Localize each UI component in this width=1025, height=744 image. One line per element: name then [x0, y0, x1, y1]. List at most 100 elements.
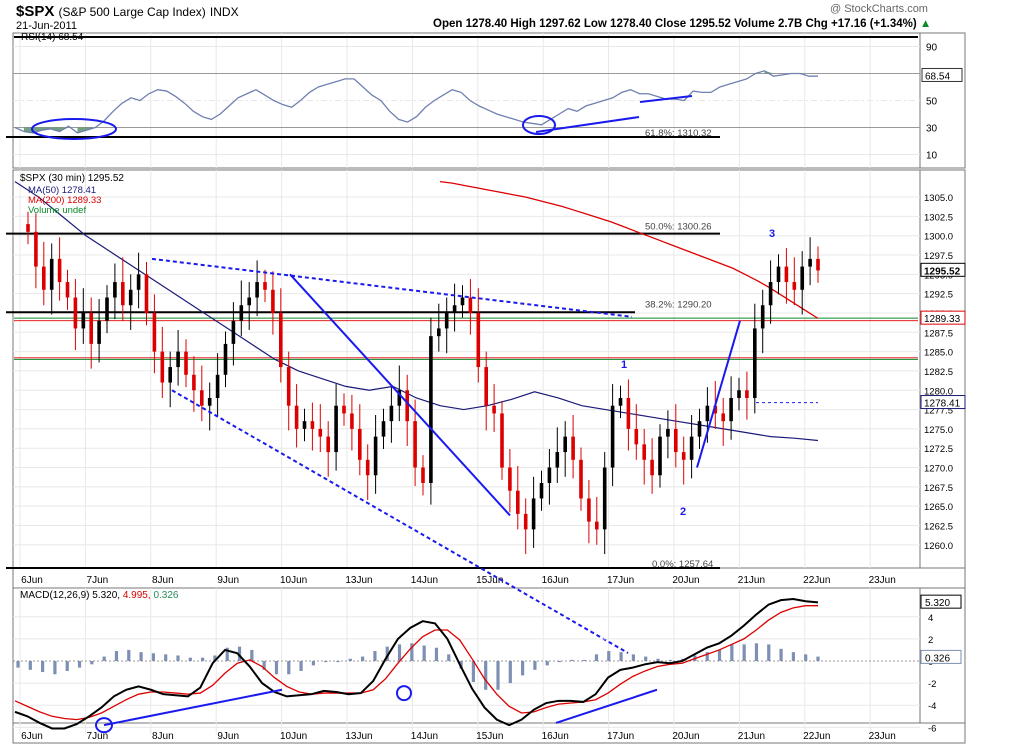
macd-hist-bar — [533, 661, 537, 670]
price-bar-body — [89, 312, 93, 344]
price-bar-body — [618, 397, 623, 406]
macd-hist-bar — [521, 661, 525, 676]
uptrend-line — [696, 320, 741, 468]
macd-hist-bar — [373, 651, 377, 661]
macd-hist-bar — [262, 661, 266, 670]
price-last-box — [920, 262, 966, 277]
price-bar-body — [516, 490, 520, 514]
macd-hist-bar — [65, 661, 69, 671]
macd-hist-bar — [705, 652, 709, 661]
price-bar-body — [144, 274, 149, 313]
macd-hist-bar — [767, 644, 771, 661]
price-bar-body — [121, 282, 125, 306]
x-tick-label: 23Jun — [869, 731, 896, 742]
wave-label-2: 2 — [680, 506, 686, 518]
macd-hist-bar — [213, 655, 217, 661]
price-bar-body — [231, 320, 236, 344]
x-tick-label: 13Jun — [345, 731, 372, 742]
price-tick-label: 1277.5 — [924, 406, 953, 417]
macd-hist-bar — [274, 661, 279, 675]
macd-divergence-line — [103, 688, 283, 727]
price-bar-body — [389, 405, 394, 422]
macd-hist-bar — [434, 647, 439, 661]
price-bar-body — [579, 459, 583, 499]
price-bar-body — [452, 305, 457, 313]
legend-ma200: MA(200) 1289.33 — [28, 195, 101, 206]
price-bar-body — [784, 266, 789, 283]
price-bar-body — [279, 312, 283, 368]
macd-hist-bar — [90, 661, 94, 665]
price-bar-body — [42, 266, 46, 290]
macd-last-value: 5.320 — [925, 598, 950, 609]
x-tick-label: 23Jun — [869, 575, 896, 586]
macd-hist-bar — [484, 661, 488, 690]
price-bar-body — [697, 421, 702, 437]
rsi-tick-label: 90 — [926, 43, 938, 54]
price-tick-label: 1300.0 — [924, 232, 953, 243]
rsi-divergence-circle — [522, 115, 556, 135]
price-bar-body — [539, 482, 544, 499]
macd-hist-bar — [77, 661, 82, 668]
macd-hist-bar — [619, 652, 623, 661]
macd-hist-bar — [127, 649, 131, 661]
price-last-value: 1278.41 — [924, 399, 961, 410]
price-last-value: 1295.52 — [924, 266, 961, 277]
macd-hist-bar — [717, 649, 722, 661]
price-bar-body — [768, 282, 773, 306]
macd-hist-bar — [176, 655, 180, 661]
macd-hist-bar — [582, 659, 586, 661]
macd-low-circle — [396, 685, 412, 702]
macd-hist-bar — [594, 654, 599, 661]
macd-hist-bar — [311, 661, 315, 666]
price-bar-body — [26, 224, 30, 232]
price-tick-label: 1262.5 — [924, 521, 953, 532]
price-tick-label: 1302.5 — [924, 212, 953, 223]
x-tick-label: 21Jun — [738, 731, 765, 742]
chart-date: 21-Jun-2011 — [16, 20, 77, 32]
quote-values: Open 1278.40 High 1297.62 Low 1278.40 Cl… — [433, 18, 917, 30]
rsi-last-box — [921, 67, 963, 82]
macd-hist-bar — [237, 646, 242, 661]
price-tick-label: 1292.5 — [924, 290, 953, 301]
price-bar-body — [745, 390, 749, 398]
price-bar-body — [286, 367, 291, 406]
price-bar-body — [192, 374, 196, 391]
x-tick-label: 13Jun — [345, 575, 372, 586]
price-bar-body — [674, 428, 678, 453]
macd-hist-bar — [656, 658, 660, 661]
price-bar-body — [705, 405, 710, 422]
price-bar-body — [476, 312, 481, 368]
price-bar-body — [49, 258, 54, 290]
upper-channel-dashed — [151, 257, 633, 318]
x-tick-label: 10Jun — [280, 731, 307, 742]
price-tick-label: 1287.5 — [924, 328, 953, 339]
macd-hist-bar — [385, 646, 389, 661]
macd-title: MACD(12,26,9) 5.320, 4.995, 0.326 — [20, 590, 179, 601]
price-bar-body — [760, 305, 765, 329]
price-bar-body — [413, 421, 417, 468]
lower-channel-dashed — [171, 389, 629, 654]
chart-symbol: $SPX — [16, 3, 55, 20]
price-bar-body — [595, 521, 599, 530]
price-bar-body — [350, 413, 354, 429]
price-bar-body — [342, 405, 346, 414]
rsi-tick-label: 30 — [926, 124, 938, 135]
price-bar-body — [508, 467, 512, 491]
macd-hist-bar — [225, 647, 229, 661]
macd-tick-label: -2 — [928, 679, 936, 690]
price-bar-body — [776, 266, 781, 283]
fib-label-382: 38.2%: 1290.20 — [645, 299, 712, 310]
price-bar-body — [176, 351, 180, 368]
price-bar-body — [294, 405, 299, 429]
price-bar-body — [666, 428, 670, 437]
x-tick-label: 22Jun — [803, 731, 830, 742]
price-tick-label: 1280.0 — [924, 386, 953, 397]
price-bar-body — [792, 282, 797, 290]
price-bar-body — [626, 397, 631, 429]
price-bar-body — [255, 282, 259, 298]
price-bar-body — [207, 397, 212, 406]
macd-hist-bar — [139, 652, 143, 661]
price-bar-body — [365, 459, 370, 476]
price-bar-body — [444, 312, 449, 329]
